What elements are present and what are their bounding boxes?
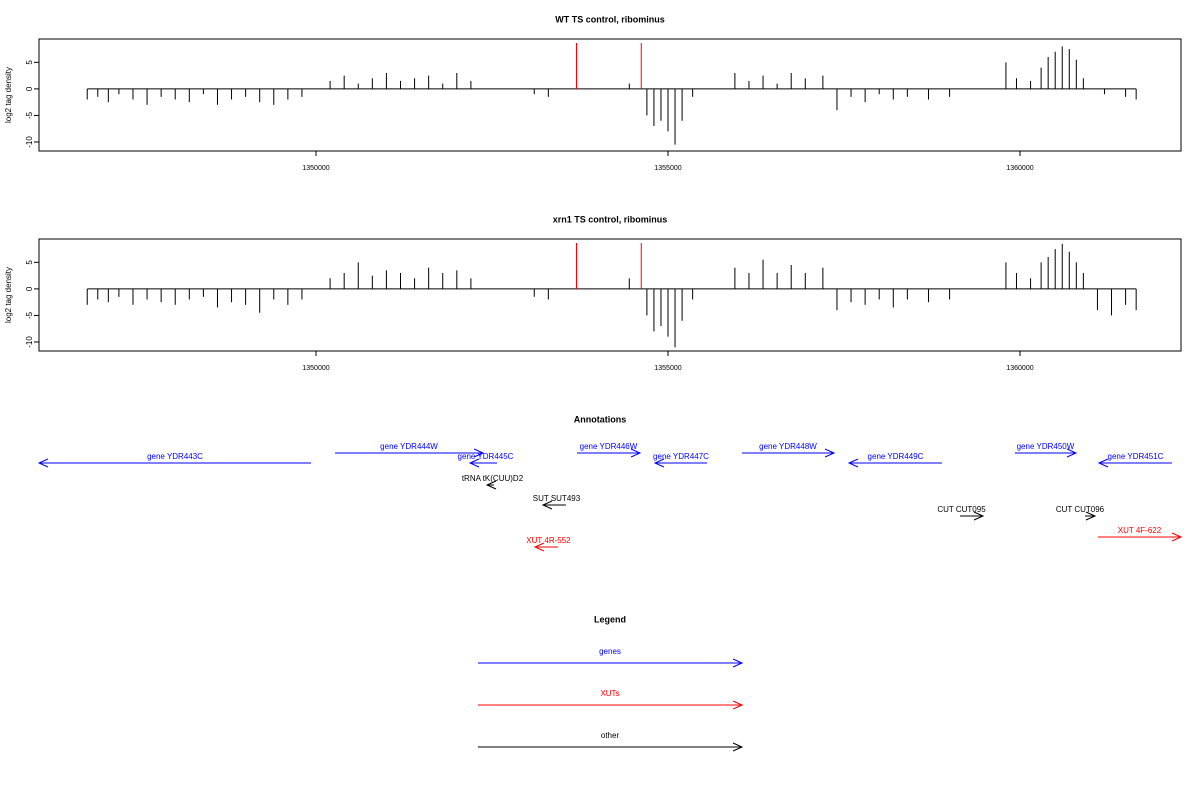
- legend-label: other: [601, 731, 620, 740]
- arrow-head: [732, 658, 744, 668]
- y-axis-label: log2 tag density: [4, 67, 13, 123]
- x-tick-label: 1360000: [1006, 365, 1033, 372]
- arrow-head: [473, 448, 485, 458]
- arrow-head: [732, 742, 744, 752]
- legend-label: XUTs: [600, 689, 619, 698]
- annotation-label: tRNA tK(CUU)D2: [462, 474, 524, 483]
- annotation-label: gene YDR448W: [759, 442, 817, 451]
- legend-title: Legend: [594, 614, 626, 624]
- legend-label: genes: [599, 647, 621, 656]
- y-tick-label: 5: [25, 260, 34, 265]
- y-tick-label: -10: [25, 336, 34, 348]
- x-tick-label: 1350000: [302, 165, 329, 172]
- arrow-head: [973, 511, 985, 521]
- y-tick-label: -5: [25, 311, 34, 319]
- annotation-label: CUT CUT096: [1056, 505, 1105, 514]
- arrow-head: [541, 500, 553, 510]
- arrow-head: [1085, 511, 1097, 521]
- y-tick-label: 0: [25, 286, 34, 291]
- arrow-head: [1097, 458, 1109, 468]
- annotation-label: gene YDR445C: [458, 452, 514, 461]
- annotation-label: XUT 4R-552: [526, 536, 571, 545]
- annotation-label: gene YDR451C: [1108, 452, 1164, 461]
- arrow-head: [847, 458, 859, 468]
- x-tick-label: 1355000: [654, 165, 681, 172]
- y-tick-label: 0: [25, 86, 34, 91]
- annotation-label: SUT SUT493: [533, 494, 581, 503]
- arrow-head: [653, 458, 665, 468]
- x-tick-label: 1350000: [302, 365, 329, 372]
- arrow-head: [37, 458, 49, 468]
- arrow-head: [732, 700, 744, 710]
- annotation-label: CUT CUT095: [937, 505, 986, 514]
- y-tick-label: -5: [25, 111, 34, 119]
- y-tick-label: -10: [25, 136, 34, 148]
- annotations-title: Annotations: [574, 414, 627, 424]
- arrow-head: [824, 448, 836, 458]
- arrow-head: [630, 448, 642, 458]
- y-axis-label: log2 tag density: [4, 267, 13, 323]
- annotation-label: gene YDR446W: [580, 442, 638, 451]
- annotation-label: gene YDR444W: [380, 442, 438, 451]
- plot-frame: [38, 38, 1182, 152]
- chart-title: xrn1 TS control, ribominus: [553, 214, 668, 224]
- annotation-label: gene YDR447C: [653, 452, 709, 461]
- chart-title: WT TS control, ribominus: [555, 14, 665, 24]
- arrow-head: [1171, 532, 1183, 542]
- annotation-label: gene YDR450W: [1017, 442, 1075, 451]
- y-tick-label: 5: [25, 60, 34, 65]
- arrow-head: [468, 458, 480, 468]
- arrow-head: [533, 542, 545, 552]
- arrow-head: [485, 480, 497, 490]
- plot-frame: [38, 238, 1182, 352]
- annotation-label: gene YDR443C: [147, 452, 203, 461]
- x-tick-label: 1355000: [654, 365, 681, 372]
- annotation-label: gene YDR449C: [868, 452, 924, 461]
- arrow-head: [1066, 448, 1078, 458]
- x-tick-label: 1360000: [1006, 165, 1033, 172]
- annotation-label: XUT 4F-622: [1118, 526, 1162, 535]
